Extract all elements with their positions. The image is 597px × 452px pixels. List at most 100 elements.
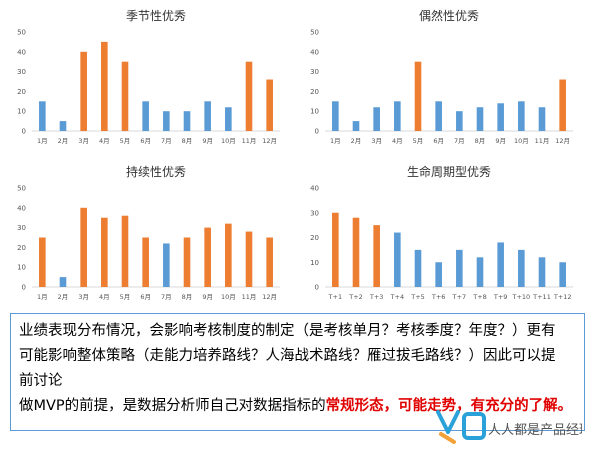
bar — [245, 231, 253, 287]
y-tick-label: 10 — [310, 259, 319, 267]
x-tick-label: 3月 — [78, 293, 89, 301]
bar — [538, 107, 546, 131]
bar — [80, 51, 87, 131]
chart-svg-seasonal: 季节性优秀 0 10 20 30 40 50 1月 2月 3月 4月 5月 6月 7月 8月 9月 10月 11月… — [17, 9, 280, 145]
x-tick-label: 3月 — [371, 137, 382, 145]
x-tick-label: 10月 — [221, 137, 236, 145]
bar — [183, 237, 191, 287]
bar — [394, 101, 401, 131]
bar — [394, 232, 401, 287]
summary-line-4-prefix: 做MVP的前提，是数据分析师自己对数据指标的 — [19, 398, 326, 414]
x-tick-label: 11月 — [242, 137, 257, 145]
x-tick-label: T+11 — [532, 293, 551, 301]
chart-title: 生命周期型优秀 — [407, 164, 491, 179]
bar — [101, 217, 108, 287]
y-tick-label: 40 — [17, 48, 26, 56]
x-tick-label: 2月 — [58, 137, 69, 145]
bar — [518, 101, 525, 131]
x-tick-label: 6月 — [433, 137, 444, 145]
y-tick-label: 50 — [17, 29, 26, 37]
x-tick-label: 6月 — [140, 137, 151, 145]
bar — [183, 111, 191, 131]
x-tick-label: 5月 — [413, 137, 424, 145]
bar — [435, 101, 442, 131]
x-tick-label: T+8 — [472, 293, 487, 301]
y-tick-label: 10 — [17, 264, 26, 272]
bar — [163, 243, 170, 287]
y-tick-label: 40 — [17, 204, 26, 212]
bar — [266, 237, 273, 287]
x-tick-label: 5月 — [120, 293, 131, 301]
x-tick-label: 2月 — [58, 293, 69, 301]
x-tick-label: 8月 — [475, 137, 486, 145]
x-tick-label: 7月 — [161, 137, 172, 145]
summary-line-4-highlight: 常规形态，可能走势，有充分的了解。 — [325, 398, 573, 414]
x-tick-label: T+9 — [493, 293, 508, 301]
chart-random: 偶然性优秀 0 10 20 30 40 50 1月 2月 3月 4月 5月 6月 7月 8月 9月 10月 11月… — [303, 4, 588, 152]
bar — [538, 257, 546, 287]
bar — [204, 227, 211, 287]
y-tick-label: 0 — [315, 128, 319, 136]
bar — [266, 79, 273, 131]
bar — [39, 101, 46, 131]
y-tick-label: 40 — [310, 185, 319, 193]
y-tick-label: 50 — [310, 29, 319, 37]
x-tick-label: 12月 — [555, 137, 570, 145]
bar — [332, 101, 339, 131]
bar — [121, 215, 129, 287]
bar — [476, 107, 484, 131]
x-tick-label: 7月 — [454, 137, 465, 145]
bar — [204, 101, 211, 131]
x-tick-label: 1月 — [37, 137, 48, 145]
x-tick-label: T+5 — [410, 293, 425, 301]
x-tick-label: 7月 — [161, 293, 172, 301]
x-tick-label: 4月 — [99, 293, 110, 301]
summary-line-2: 可能影响整体策略（走能力培养路线？人海战术路线？雁过拔毛路线？）因此可以提 — [19, 348, 556, 364]
chart-svg-sustained: 持续性优秀 0 10 20 30 40 50 1月 2月 3月 4月 5月 6月 7月 8月 9月 10月 11月… — [17, 164, 280, 301]
chart-title: 持续性优秀 — [126, 164, 186, 179]
y-tick-label: 40 — [310, 48, 319, 56]
x-tick-label: 1月 — [330, 137, 341, 145]
chart-svg-lifecycle: 生命周期型优秀 0 10 20 30 40 T+1 T+2 T+3 T+4 T+5 T+6 T+7 T+8… — [310, 164, 573, 301]
x-tick-label: 2月 — [351, 137, 362, 145]
bar — [456, 249, 463, 287]
x-tick-label: 11月 — [242, 293, 257, 301]
bar — [352, 217, 360, 287]
bar — [456, 111, 463, 131]
bar — [101, 41, 108, 131]
x-tick-label: 5月 — [120, 137, 131, 145]
y-tick-label: 30 — [310, 209, 319, 217]
x-tick-label: T+7 — [452, 293, 467, 301]
bar — [142, 237, 149, 287]
x-tick-label: 12月 — [262, 137, 277, 145]
summary-line-4: 做MVP的前提，是数据分析师自己对数据指标的常规形态，可能走势，有充分的了解。 — [19, 394, 576, 419]
summary-line-1: 业绩表现分布情况，会影响考核制度的制定（是考核单月？考核季度？年度？）更有 — [19, 323, 556, 339]
bar — [559, 262, 566, 287]
x-tick-label: 9月 — [202, 293, 213, 301]
bar — [414, 249, 422, 287]
x-tick-label: 9月 — [202, 137, 213, 145]
chart-svg-random: 偶然性优秀 0 10 20 30 40 50 1月 2月 3月 4月 5月 6月 7月 8月 9月 10月 11月… — [310, 8, 573, 145]
bar — [245, 61, 253, 132]
x-tick-label: 4月 — [99, 137, 110, 145]
chart-seasonal: 季节性优秀 0 10 20 30 40 50 1月 2月 3月 4月 5月 6月 7月 8月 9月 10月 11月… — [10, 4, 295, 152]
y-tick-label: 30 — [310, 68, 319, 76]
bar — [352, 121, 360, 131]
y-tick-label: 10 — [310, 108, 319, 116]
chart-sustained: 持续性优秀 0 10 20 30 40 50 1月 2月 3月 4月 5月 6月 7月 8月 9月 10月 11月… — [10, 160, 295, 308]
chart-title: 季节性优秀 — [126, 9, 186, 23]
y-tick-label: 10 — [17, 108, 26, 116]
x-tick-label: 8月 — [182, 293, 193, 301]
x-tick-label: T+4 — [390, 293, 405, 301]
bar — [80, 207, 87, 287]
y-tick-label: 20 — [310, 234, 319, 242]
x-tick-label: T+10 — [511, 293, 530, 301]
bar — [59, 277, 67, 287]
x-tick-label: 10月 — [221, 293, 236, 301]
bar — [435, 262, 442, 287]
x-tick-label: 8月 — [182, 137, 193, 145]
brand-logo-icon: 人人都是产品经理 — [432, 404, 592, 448]
x-tick-label: 4月 — [392, 137, 403, 145]
x-tick-label: T+2 — [348, 293, 363, 301]
bar — [476, 257, 484, 287]
